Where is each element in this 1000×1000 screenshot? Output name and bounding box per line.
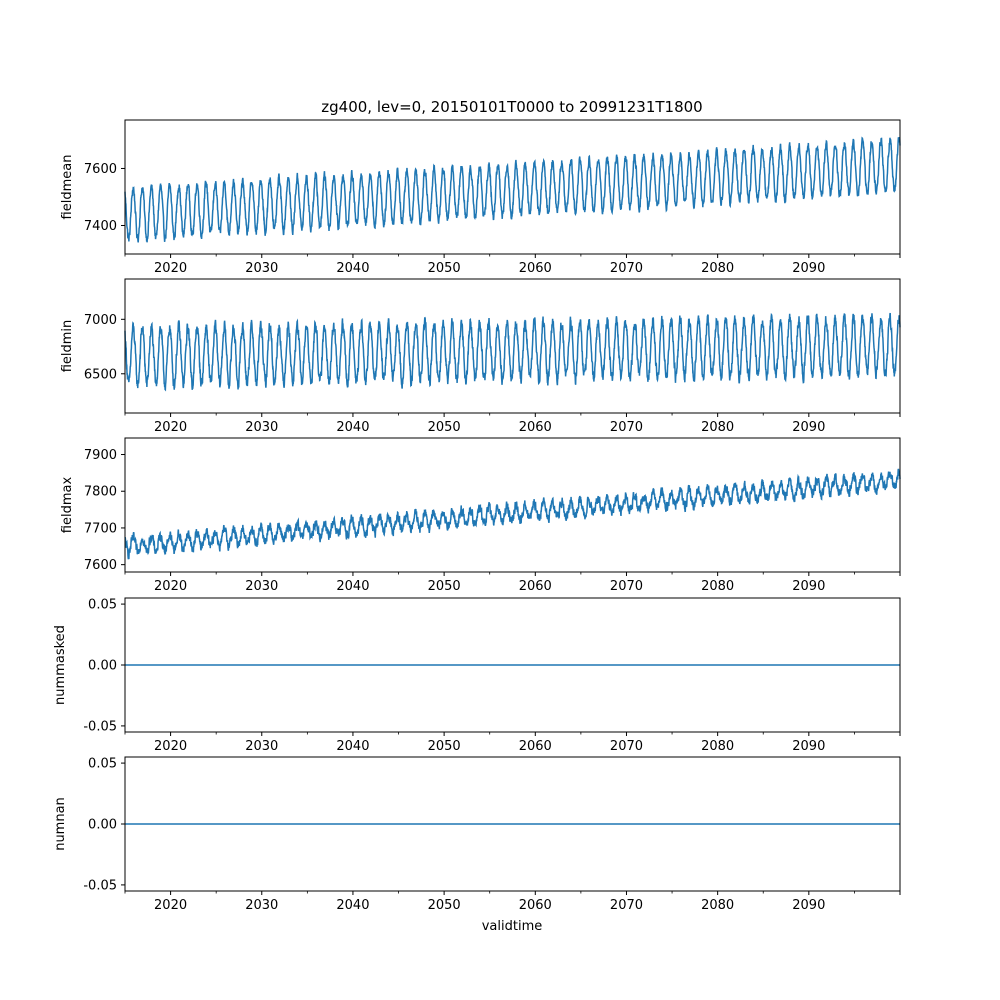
x-tick-label: 2080 bbox=[701, 420, 734, 435]
x-axis-label: validtime bbox=[482, 919, 543, 934]
y-tick-label: 0.05 bbox=[88, 598, 117, 613]
y-axis-label-fieldmean: fieldmean bbox=[60, 155, 75, 220]
x-tick-label: 2070 bbox=[610, 261, 643, 276]
x-ticks-fieldmean: 2020 2030 2040 2050 2060 2070 2080 2090 bbox=[124, 254, 901, 276]
axes-frame-fieldmax bbox=[124, 437, 901, 573]
series-line-fieldmean bbox=[124, 136, 901, 243]
axes-frame-fieldmean bbox=[124, 119, 901, 255]
x-tick-label: 2040 bbox=[336, 898, 369, 913]
x-tick-label: 2030 bbox=[245, 739, 278, 754]
y-tick-label: 7000 bbox=[84, 313, 117, 328]
y-axis-label-nummasked: nummasked bbox=[53, 625, 68, 705]
y-axis-label-numnan: numnan bbox=[53, 797, 68, 851]
x-tick-label: 2070 bbox=[610, 420, 643, 435]
x-ticks-fieldmin: 2020 2030 2040 2050 2060 2070 2080 2090 bbox=[124, 413, 901, 435]
x-tick-label: 2080 bbox=[701, 579, 734, 594]
x-ticks-numnan: 2020 2030 2040 2050 2060 2070 2080 2090 bbox=[124, 891, 901, 913]
x-tick-label: 2030 bbox=[245, 261, 278, 276]
x-tick-label: 2080 bbox=[701, 898, 734, 913]
x-tick-label: 2020 bbox=[154, 898, 187, 913]
y-tick-label: 7600 bbox=[84, 558, 117, 573]
x-tick-label: 2020 bbox=[154, 420, 187, 435]
y-ticks-fieldmax: 7600 7700 7800 7900 bbox=[84, 448, 125, 573]
y-tick-label: 6500 bbox=[84, 367, 117, 382]
x-ticks-fieldmax: 2020 2030 2040 2050 2060 2070 2080 2090 bbox=[124, 572, 901, 594]
x-tick-label: 2090 bbox=[792, 579, 825, 594]
subplot-numnan: numnan 0.05 0.00 -0.05 2020 2030 2040 2050 206… bbox=[53, 756, 901, 913]
x-tick-label: 2060 bbox=[519, 420, 552, 435]
x-tick-label: 2050 bbox=[428, 898, 461, 913]
x-tick-label: 2070 bbox=[610, 898, 643, 913]
axes-frame-fieldmin bbox=[124, 278, 901, 414]
x-tick-label: 2020 bbox=[154, 739, 187, 754]
x-tick-label: 2040 bbox=[336, 739, 369, 754]
x-tick-label: 2030 bbox=[245, 898, 278, 913]
x-tick-label: 2050 bbox=[428, 420, 461, 435]
x-tick-label: 2090 bbox=[792, 739, 825, 754]
y-ticks-nummasked: 0.05 0.00 -0.05 bbox=[83, 598, 125, 734]
x-tick-label: 2080 bbox=[701, 739, 734, 754]
x-tick-label: 2030 bbox=[245, 420, 278, 435]
y-tick-label: -0.05 bbox=[83, 719, 117, 734]
x-tick-label: 2020 bbox=[154, 261, 187, 276]
y-tick-label: 0.00 bbox=[88, 818, 117, 833]
y-tick-label: 7800 bbox=[84, 485, 117, 500]
x-tick-label: 2060 bbox=[519, 261, 552, 276]
series-line-fieldmin bbox=[124, 312, 901, 392]
axes-frame-numnan bbox=[124, 756, 901, 892]
chart-title: zg400, lev=0, 20150101T0000 to 20991231T… bbox=[321, 98, 702, 116]
x-tick-label: 2060 bbox=[519, 739, 552, 754]
x-tick-label: 2050 bbox=[428, 579, 461, 594]
y-axis-label-fieldmin: fieldmin bbox=[60, 320, 75, 373]
x-tick-label: 2060 bbox=[519, 579, 552, 594]
x-tick-label: 2090 bbox=[792, 261, 825, 276]
y-tick-label: 0.05 bbox=[88, 757, 117, 772]
subplot-nummasked: nummasked 0.05 0.00 -0.05 2020 2030 2040 2050… bbox=[53, 597, 901, 754]
x-tick-label: 2070 bbox=[610, 579, 643, 594]
x-tick-label: 2040 bbox=[336, 579, 369, 594]
x-tick-label: 2090 bbox=[792, 898, 825, 913]
y-tick-label: 7700 bbox=[84, 521, 117, 536]
x-tick-label: 2060 bbox=[519, 898, 552, 913]
y-axis-label-fieldmax: fieldmax bbox=[60, 477, 75, 534]
x-tick-label: 2090 bbox=[792, 420, 825, 435]
x-tick-label: 2080 bbox=[701, 261, 734, 276]
x-ticks-nummasked: 2020 2030 2040 2050 2060 2070 2080 2090 bbox=[124, 732, 901, 754]
x-tick-label: 2020 bbox=[154, 579, 187, 594]
y-tick-label: 7400 bbox=[84, 219, 117, 234]
y-tick-label: -0.05 bbox=[83, 878, 117, 893]
series-line-fieldmax bbox=[124, 468, 901, 560]
y-ticks-fieldmin: 6500 7000 bbox=[84, 313, 125, 382]
y-ticks-fieldmean: 7400 7600 bbox=[84, 162, 125, 234]
x-tick-label: 2030 bbox=[245, 579, 278, 594]
x-tick-label: 2050 bbox=[428, 261, 461, 276]
x-tick-label: 2070 bbox=[610, 739, 643, 754]
y-ticks-numnan: 0.05 0.00 -0.05 bbox=[83, 757, 125, 893]
x-tick-label: 2040 bbox=[336, 420, 369, 435]
y-tick-label: 0.00 bbox=[88, 659, 117, 674]
axes-frame-nummasked bbox=[124, 597, 901, 733]
x-tick-label: 2050 bbox=[428, 739, 461, 754]
x-tick-label: 2040 bbox=[336, 261, 369, 276]
y-tick-label: 7600 bbox=[84, 162, 117, 177]
y-tick-label: 7900 bbox=[84, 448, 117, 463]
